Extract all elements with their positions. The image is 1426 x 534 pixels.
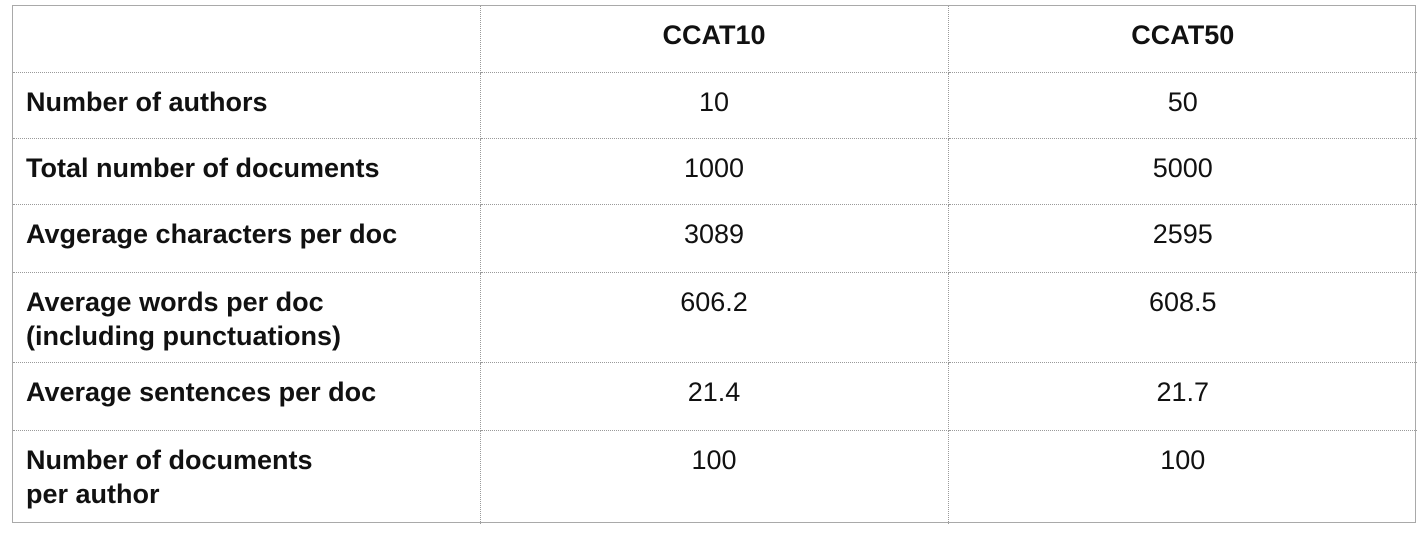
row-label-line: Average words per doc — [26, 286, 324, 317]
cell-ccat10: 1000 — [480, 138, 949, 205]
row-label: Number of documents per author — [13, 430, 481, 524]
cell-ccat10: 100 — [480, 430, 949, 524]
row-label-line: Average sentences per doc — [26, 376, 377, 407]
table-row: Number of documents per author 100 100 — [13, 430, 1417, 524]
dataset-statistics-table: CCAT10 CCAT50 Number of authors 10 50 To… — [13, 6, 1417, 524]
row-label: Average words per doc (including punctua… — [13, 272, 481, 363]
row-label-line: Number of authors — [26, 86, 268, 117]
table-row: Average sentences per doc 21.4 21.7 — [13, 362, 1417, 431]
dataset-statistics-table-container: CCAT10 CCAT50 Number of authors 10 50 To… — [12, 5, 1417, 524]
header-row: CCAT10 CCAT50 — [13, 6, 1417, 73]
row-label: Average sentences per doc — [13, 362, 481, 431]
header-empty-cell — [13, 6, 481, 73]
table-row: Number of authors 10 50 — [13, 72, 1417, 139]
cell-ccat50: 2595 — [948, 204, 1417, 273]
row-label: Number of authors — [13, 72, 481, 139]
row-label-line: per author — [26, 478, 160, 509]
table-row: Total number of documents 1000 5000 — [13, 138, 1417, 205]
table-row: Average words per doc (including punctua… — [13, 272, 1417, 363]
row-label-line: Number of documents — [26, 444, 313, 475]
cell-ccat10: 21.4 — [480, 362, 949, 431]
cell-ccat50: 608.5 — [948, 272, 1417, 363]
row-label-line: Total number of documents — [26, 152, 380, 183]
row-label: Avgerage characters per doc — [13, 204, 481, 273]
cell-ccat10: 3089 — [480, 204, 949, 273]
cell-ccat50: 100 — [1160, 444, 1206, 475]
table-row: Avgerage characters per doc 3089 2595 — [13, 204, 1417, 273]
cell-ccat50: 21.7 — [948, 362, 1417, 431]
header-ccat10: CCAT10 — [480, 6, 949, 73]
cell-ccat10: 10 — [480, 72, 949, 139]
cell-ccat50: 5000 — [948, 138, 1417, 205]
row-label-line: (including punctuations) — [26, 320, 341, 351]
row-label-line: Avgerage characters per doc — [26, 218, 398, 249]
header-ccat50: CCAT50 — [948, 6, 1417, 73]
cell-ccat50: 50 — [948, 72, 1417, 139]
row-label: Total number of documents — [13, 138, 481, 205]
cell-ccat10: 606.2 — [480, 272, 949, 363]
